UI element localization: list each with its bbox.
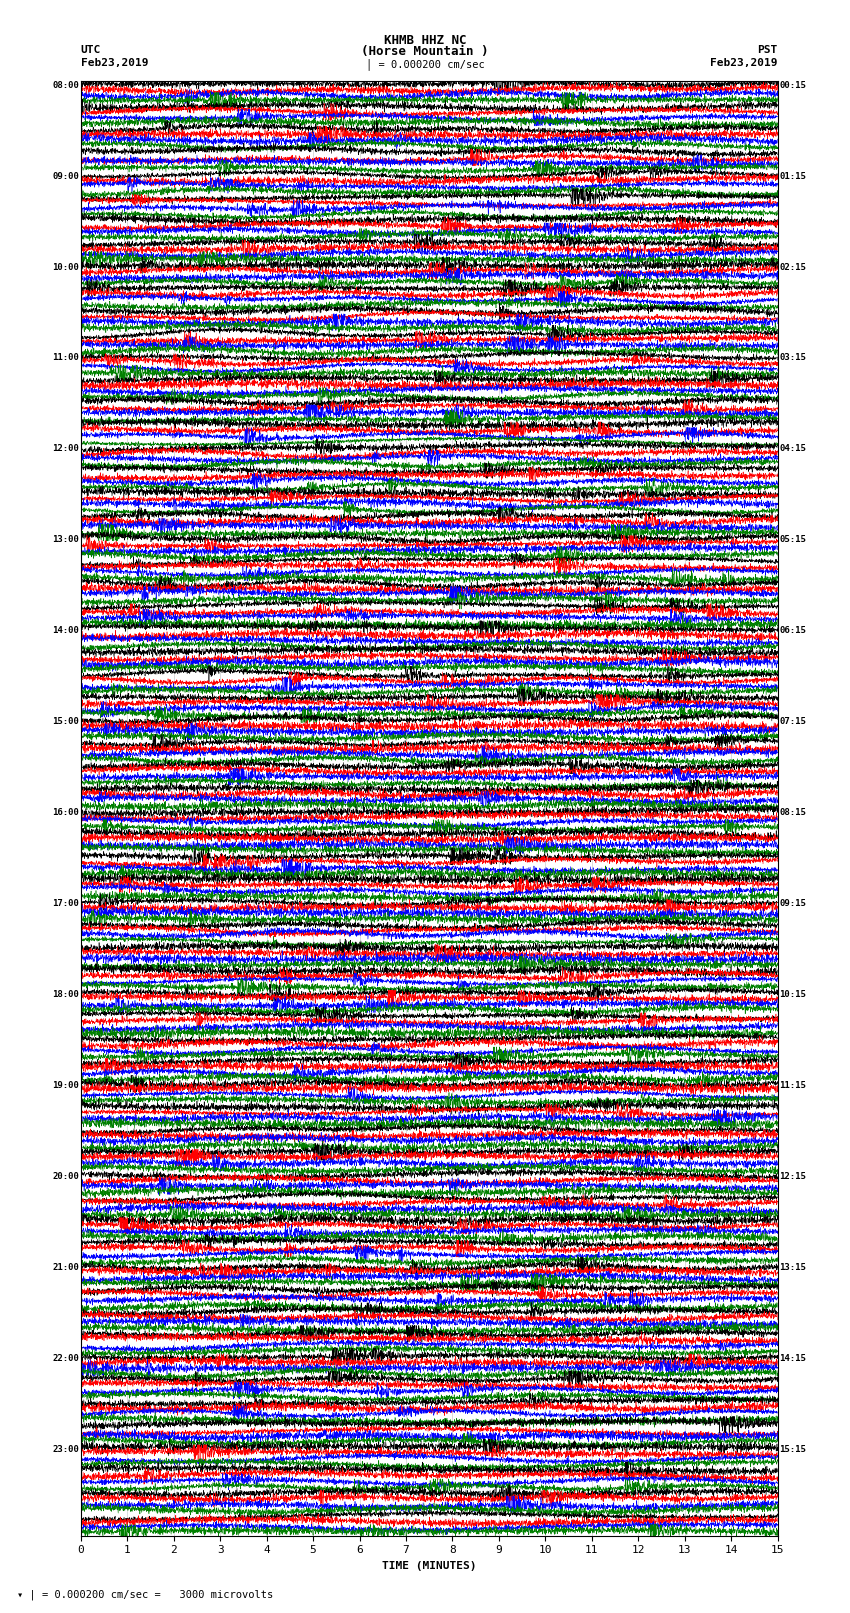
Text: 08:00: 08:00 xyxy=(53,81,79,90)
Text: 13:00: 13:00 xyxy=(53,536,79,544)
Text: 21:00: 21:00 xyxy=(53,1263,79,1271)
Text: UTC: UTC xyxy=(81,45,101,55)
Text: 01:15: 01:15 xyxy=(779,171,806,181)
Text: 12:15: 12:15 xyxy=(779,1171,806,1181)
Text: 18:00: 18:00 xyxy=(53,990,79,998)
Text: 07:15: 07:15 xyxy=(779,718,806,726)
Text: 15:15: 15:15 xyxy=(779,1445,806,1453)
Text: 22:00: 22:00 xyxy=(53,1353,79,1363)
Text: 05:15: 05:15 xyxy=(779,536,806,544)
Text: 14:15: 14:15 xyxy=(779,1353,806,1363)
Text: 14:00: 14:00 xyxy=(53,626,79,636)
Text: Feb23,2019: Feb23,2019 xyxy=(711,58,778,68)
Text: PST: PST xyxy=(757,45,778,55)
Text: 10:00: 10:00 xyxy=(53,263,79,271)
Text: 08:15: 08:15 xyxy=(779,808,806,818)
Text: 16:00: 16:00 xyxy=(53,808,79,818)
Text: 09:00: 09:00 xyxy=(53,171,79,181)
Text: 06:15: 06:15 xyxy=(779,626,806,636)
Text: 10:15: 10:15 xyxy=(779,990,806,998)
Text: 15:00: 15:00 xyxy=(53,718,79,726)
Text: 20:00: 20:00 xyxy=(53,1171,79,1181)
Text: 02:15: 02:15 xyxy=(779,263,806,271)
Text: 17:00: 17:00 xyxy=(53,898,79,908)
Text: 19:00: 19:00 xyxy=(53,1081,79,1090)
Text: KHMB HHZ NC: KHMB HHZ NC xyxy=(383,34,467,47)
Text: 23:00: 23:00 xyxy=(53,1445,79,1453)
Text: 04:15: 04:15 xyxy=(779,444,806,453)
Text: ▾ | = 0.000200 cm/sec =   3000 microvolts: ▾ | = 0.000200 cm/sec = 3000 microvolts xyxy=(17,1589,273,1600)
Text: Feb23,2019: Feb23,2019 xyxy=(81,58,148,68)
Text: 12:00: 12:00 xyxy=(53,444,79,453)
Text: 03:15: 03:15 xyxy=(779,353,806,363)
Text: 13:15: 13:15 xyxy=(779,1263,806,1271)
Text: (Horse Mountain ): (Horse Mountain ) xyxy=(361,45,489,58)
Text: 11:15: 11:15 xyxy=(779,1081,806,1090)
X-axis label: TIME (MINUTES): TIME (MINUTES) xyxy=(382,1561,477,1571)
Text: 09:15: 09:15 xyxy=(779,898,806,908)
Text: 00:15: 00:15 xyxy=(779,81,806,90)
Text: │ = 0.000200 cm/sec: │ = 0.000200 cm/sec xyxy=(366,58,484,69)
Text: 11:00: 11:00 xyxy=(53,353,79,363)
